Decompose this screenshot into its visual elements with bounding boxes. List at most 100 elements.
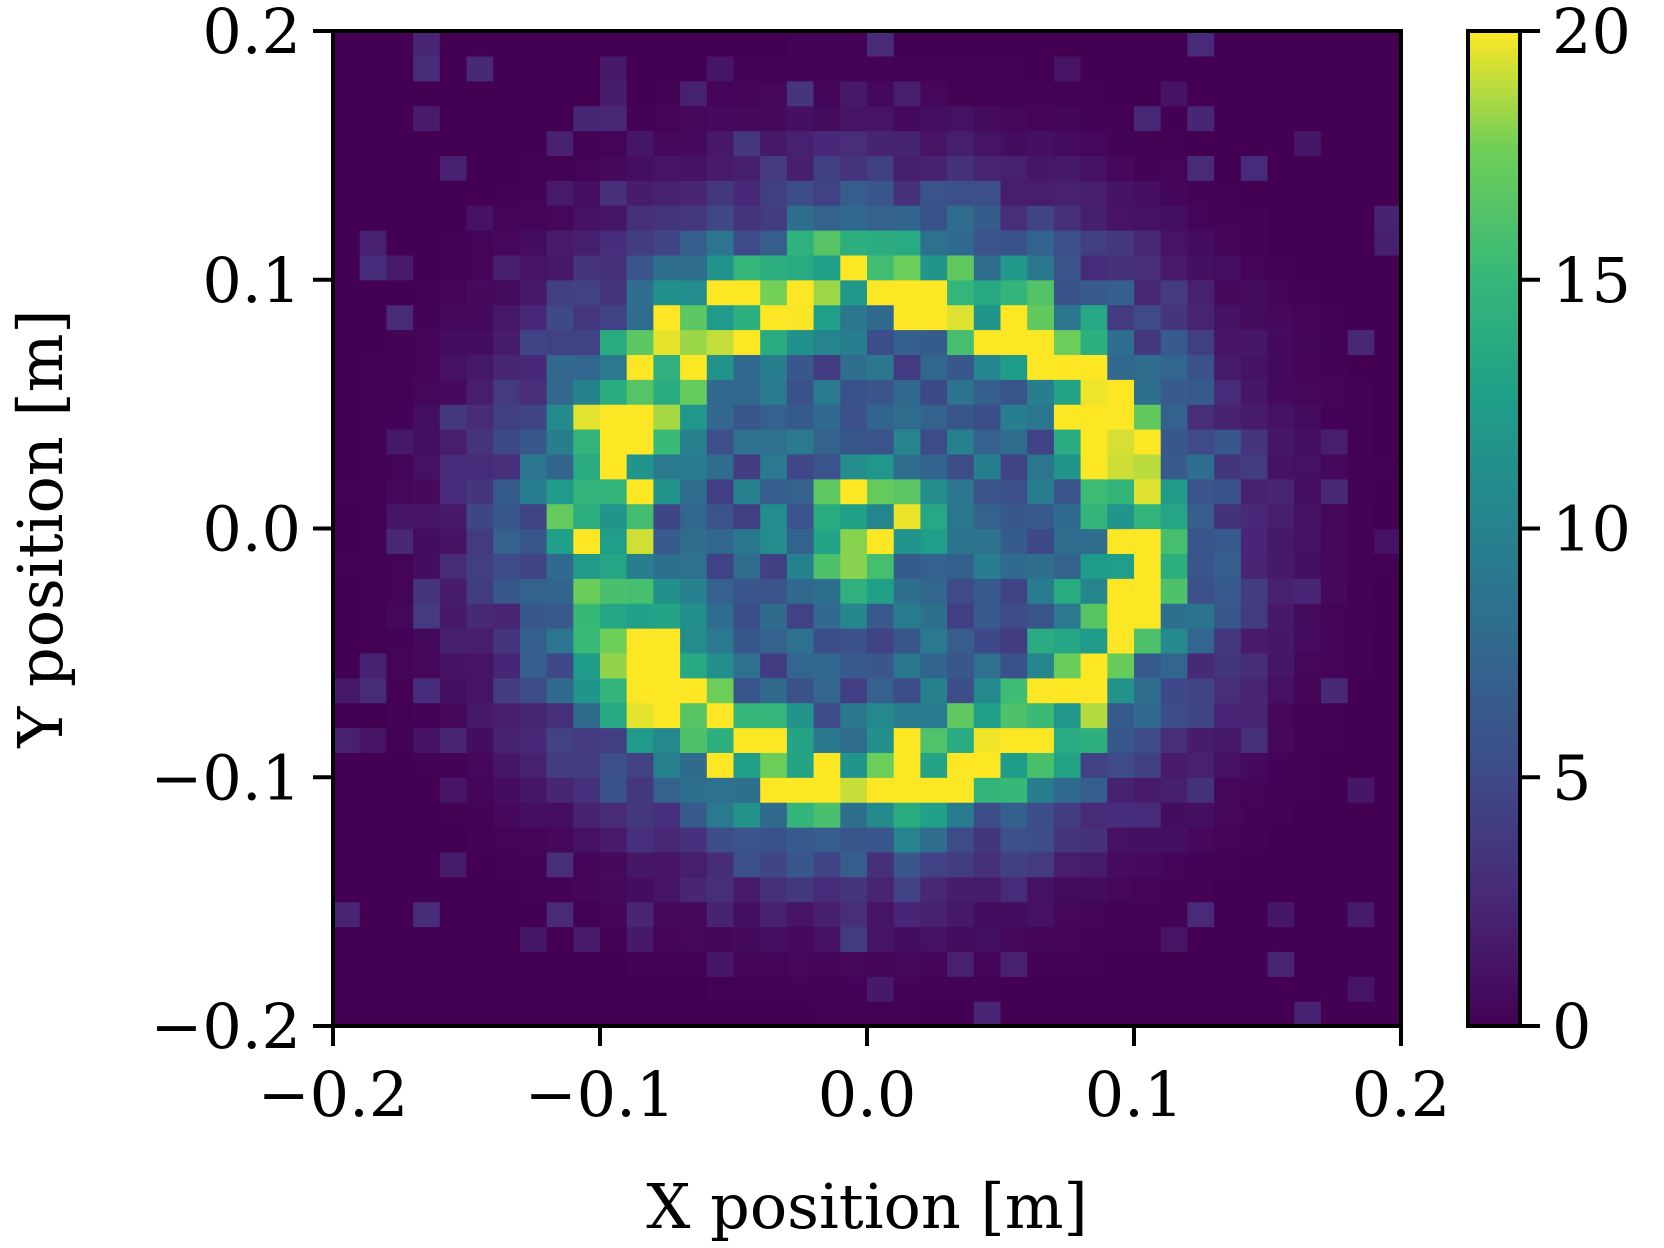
heatmap-cell xyxy=(493,329,521,355)
heatmap-cell xyxy=(653,976,681,1002)
heatmap-cell xyxy=(1267,304,1295,331)
heatmap-cell xyxy=(893,727,921,753)
heatmap-cell xyxy=(973,304,1002,331)
heatmap-cell xyxy=(1240,578,1269,604)
heatmap-cell xyxy=(439,453,468,480)
heatmap-cell xyxy=(626,80,654,107)
heatmap-cell xyxy=(893,478,921,505)
heatmap-cell xyxy=(813,80,841,107)
heatmap-cell xyxy=(1187,304,1215,331)
heatmap-cell xyxy=(1080,827,1108,853)
heatmap-cell xyxy=(973,976,1002,1002)
heatmap-cell xyxy=(466,628,494,654)
heatmap-cell xyxy=(760,279,788,306)
heatmap-cell xyxy=(973,31,1002,57)
heatmap-cell xyxy=(466,205,494,231)
heatmap-cell xyxy=(333,205,361,231)
heatmap-cell xyxy=(1000,926,1028,952)
heatmap-cell xyxy=(519,677,548,704)
heatmap-cell xyxy=(920,976,948,1002)
heatmap-cell xyxy=(733,55,761,82)
heatmap-cell xyxy=(1107,851,1135,878)
heatmap-cell xyxy=(920,80,948,107)
heatmap-cell xyxy=(947,553,975,579)
heatmap-cell xyxy=(1214,453,1242,480)
heatmap-cell xyxy=(626,31,654,57)
heatmap-cell xyxy=(386,180,414,206)
heatmap-cell xyxy=(493,503,521,530)
heatmap-cell xyxy=(786,802,815,828)
heatmap-cell xyxy=(1053,851,1082,878)
heatmap-cell xyxy=(439,777,468,803)
heatmap-cell xyxy=(1107,976,1135,1002)
heatmap-cell xyxy=(786,453,815,480)
heatmap-cell xyxy=(1294,553,1322,579)
heatmap-cell xyxy=(813,628,841,654)
heatmap-cell xyxy=(1294,354,1322,380)
heatmap-cell xyxy=(893,329,921,355)
heatmap-cell xyxy=(1027,429,1055,455)
heatmap-cell xyxy=(600,876,628,903)
heatmap-cell xyxy=(706,876,735,903)
heatmap-cell xyxy=(1080,528,1108,554)
heatmap-cell xyxy=(786,1001,815,1027)
heatmap-cell xyxy=(1294,230,1322,256)
heatmap-cell xyxy=(1240,652,1269,679)
heatmap-cell xyxy=(1374,578,1402,604)
y-axis: −0.2−0.10.00.10.2 xyxy=(150,0,333,1063)
heatmap-cell xyxy=(466,851,494,878)
heatmap-cell xyxy=(1240,155,1269,181)
heatmap-cell xyxy=(1294,777,1322,803)
heatmap-cell xyxy=(840,453,868,480)
heatmap-cell xyxy=(1347,453,1375,480)
heatmap-cell xyxy=(653,528,681,554)
heatmap-cell xyxy=(413,105,441,132)
heatmap-cell xyxy=(1214,553,1242,579)
heatmap-cell xyxy=(1000,155,1028,181)
heatmap-cell xyxy=(333,802,361,828)
heatmap-cell xyxy=(333,379,361,405)
heatmap-cell xyxy=(760,130,788,156)
heatmap-cell xyxy=(1187,901,1215,928)
heatmap-cell xyxy=(920,105,948,132)
heatmap-cell xyxy=(1053,976,1082,1002)
heatmap-cell xyxy=(1267,677,1295,704)
heatmap-cell xyxy=(893,503,921,530)
heatmap-cell xyxy=(573,851,601,878)
heatmap-cell xyxy=(1160,304,1188,331)
heatmap-cell xyxy=(1027,603,1055,629)
heatmap-cell xyxy=(893,926,921,952)
heatmap-cell xyxy=(760,1001,788,1027)
heatmap-cell xyxy=(733,404,761,430)
heatmap-cell xyxy=(947,429,975,455)
heatmap-cell xyxy=(867,230,895,256)
heatmap-cell xyxy=(706,230,735,256)
heatmap-cell xyxy=(333,329,361,355)
heatmap-cell xyxy=(386,503,414,530)
heatmap-cell xyxy=(546,329,574,355)
heatmap-cell xyxy=(867,503,895,530)
heatmap-cell xyxy=(733,379,761,405)
heatmap-cell xyxy=(359,976,387,1002)
heatmap-cell xyxy=(920,1001,948,1027)
heatmap-cell xyxy=(359,777,387,803)
heatmap-cell xyxy=(359,429,387,455)
heatmap-cell xyxy=(546,702,574,729)
heatmap-cell xyxy=(333,80,361,107)
heatmap-cell xyxy=(653,130,681,156)
heatmap-cell xyxy=(1214,80,1242,107)
heatmap-cell xyxy=(840,777,868,803)
heatmap-cell xyxy=(333,528,361,554)
heatmap-cell xyxy=(947,802,975,828)
heatmap-cell xyxy=(893,1001,921,1027)
heatmap-cell xyxy=(1134,80,1162,107)
heatmap-cell xyxy=(947,628,975,654)
heatmap-cell xyxy=(493,105,521,132)
heatmap-cell xyxy=(600,777,628,803)
heatmap-cell xyxy=(1160,901,1188,928)
heatmap-cell xyxy=(626,702,654,729)
heatmap-cell xyxy=(1267,180,1295,206)
heatmap-cell xyxy=(733,453,761,480)
heatmap-cell xyxy=(1027,702,1055,729)
heatmap-cell xyxy=(600,926,628,952)
